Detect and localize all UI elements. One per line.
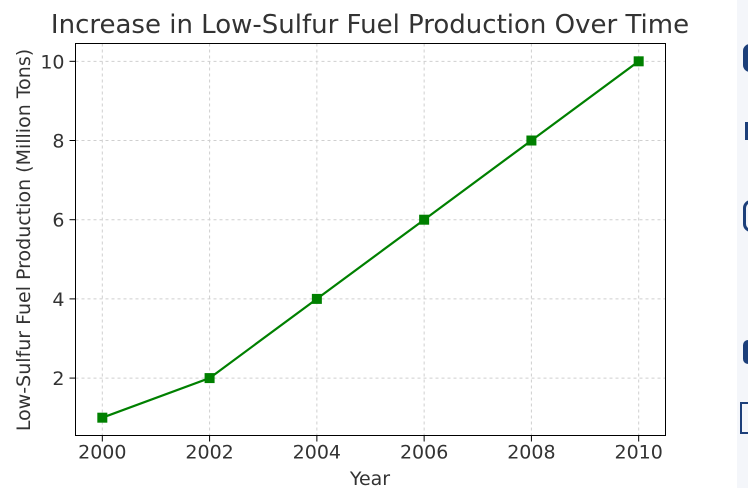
cropped-glyph xyxy=(740,402,748,434)
data-point-marker xyxy=(526,135,537,146)
chart-title: Increase in Low-Sulfur Fuel Production O… xyxy=(51,10,689,40)
series-markers xyxy=(97,56,644,423)
y-tick-label: 10 xyxy=(40,51,64,73)
x-tick-label: 2008 xyxy=(507,442,555,464)
series-line xyxy=(101,60,640,419)
data-point-marker xyxy=(97,412,108,423)
cropped-glyph xyxy=(743,200,748,232)
cropped-glyph xyxy=(743,340,748,364)
x-axis-ticks: 2000 2002 2004 2006 2008 2010 xyxy=(78,435,663,464)
y-tick-label: 4 xyxy=(52,289,64,311)
x-tick-label: 2010 xyxy=(615,442,663,464)
adjacent-panel-edge xyxy=(737,0,748,488)
x-tick-label: 2004 xyxy=(293,442,341,464)
plot-frame xyxy=(75,43,666,436)
y-tick-label: 2 xyxy=(52,368,64,390)
x-tick-label: 2002 xyxy=(185,442,233,464)
data-point-marker xyxy=(204,373,215,384)
x-tick-label: 2006 xyxy=(400,442,448,464)
y-tick-label: 8 xyxy=(52,131,64,153)
y-tick-label: 6 xyxy=(52,210,64,232)
data-point-marker xyxy=(633,56,644,67)
cropped-glyph xyxy=(743,44,748,72)
grid-lines xyxy=(75,43,666,436)
y-axis-ticks: 2 4 6 8 10 xyxy=(40,51,76,390)
x-tick-label: 2000 xyxy=(78,442,126,464)
x-axis-label: Year xyxy=(349,468,390,488)
y-axis-label: Low-Sulfur Fuel Production (Million Tons… xyxy=(13,49,35,431)
cropped-glyph xyxy=(745,122,748,140)
data-point-marker xyxy=(311,293,322,304)
data-point-marker xyxy=(419,214,430,225)
